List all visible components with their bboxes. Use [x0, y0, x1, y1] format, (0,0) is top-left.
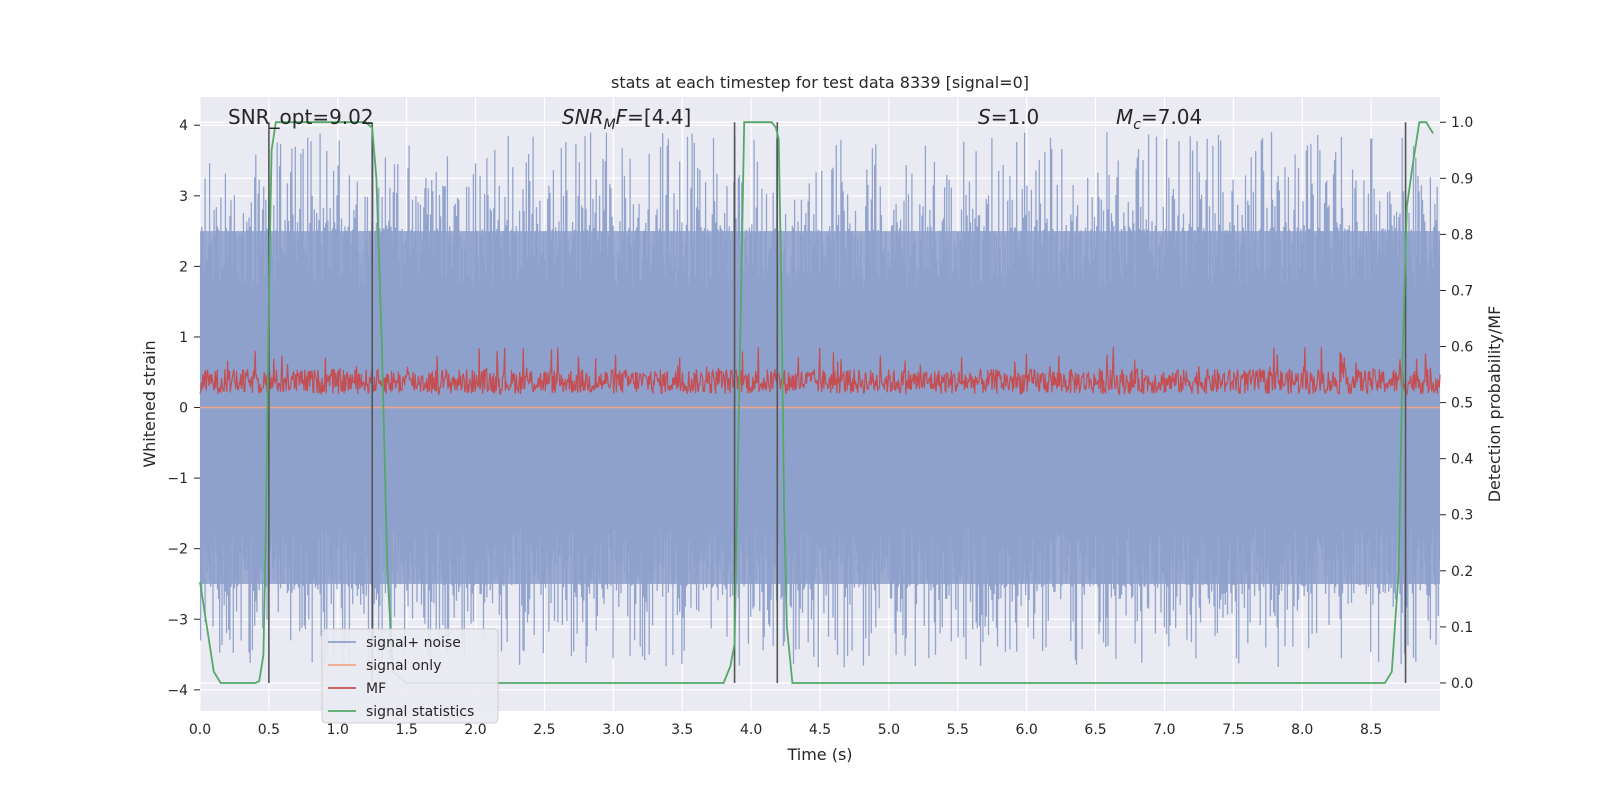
x-tick-label: 6.5	[1084, 722, 1106, 738]
y-right-tick-label: 0.7	[1451, 283, 1473, 299]
chart-title: stats at each timestep for test data 833…	[611, 73, 1029, 92]
annotations: SNR_opt=9.02 SNRMF=[4.4] S=1.0 Mc=7.04	[228, 105, 1202, 133]
legend-label: signal statistics	[366, 704, 474, 720]
annotation-s: S=1.0	[978, 105, 1039, 129]
x-ticks: 0.0 0.5 1.0 1.5 2.0 2.5 3.0 3.5 4.0 4.5 5.0 5.5 6.0 6…	[189, 722, 1382, 738]
y-right-tick-label: 0.4	[1451, 452, 1473, 468]
x-tick-label: 8.5	[1360, 722, 1382, 738]
y-tick-label: 3	[179, 189, 188, 205]
y-right-tick-label: 0.6	[1451, 340, 1473, 356]
x-tick-label: 8.0	[1291, 722, 1313, 738]
y-ticks-left: 4 3 2 1 0 −1 −2 −3 −4	[167, 118, 200, 699]
legend-label: MF	[366, 681, 386, 697]
y-tick-label: −2	[167, 542, 188, 558]
legend-box	[321, 628, 499, 724]
y-tick-label: −3	[167, 612, 188, 628]
legend-label: signal+ noise	[366, 635, 461, 651]
annotation-mc: Mc=7.04	[1116, 105, 1202, 133]
y-right-tick-label: 0.2	[1451, 564, 1473, 580]
x-tick-label: 5.0	[878, 722, 900, 738]
y-axis-label: Whitened strain	[140, 340, 159, 467]
y-tick-label: 1	[179, 330, 188, 346]
y-right-tick-label: 0.9	[1451, 171, 1473, 187]
x-tick-label: 6.0	[1016, 722, 1038, 738]
y-axis-label-right: Detection probability/MF	[1485, 306, 1504, 503]
y-tick-label: −4	[167, 683, 188, 699]
y-tick-label: 2	[179, 259, 188, 275]
y-ticks-right: 1.0 0.9 0.8 0.7 0.6 0.5 0.4 0.3 0.2 0.1 0.0	[1440, 115, 1473, 692]
x-tick-label: 7.0	[1153, 722, 1175, 738]
series-signal-statistics	[199, 121, 1434, 684]
x-tick-label: 7.5	[1222, 722, 1244, 738]
x-tick-label: 0.5	[258, 722, 280, 738]
x-tick-label: 5.5	[947, 722, 969, 738]
y-right-tick-label: 0.8	[1451, 227, 1473, 243]
legend: signal+ noise signal only MF signal statist…	[321, 628, 499, 724]
x-tick-label: 4.0	[740, 722, 762, 738]
x-tick-label: 2.5	[533, 722, 555, 738]
legend-label: signal only	[366, 658, 441, 674]
y-tick-label: −1	[167, 471, 188, 487]
x-tick-label: 0.0	[189, 722, 211, 738]
x-tick-label: 3.0	[602, 722, 624, 738]
annotation-snr-opt: SNR_opt=9.02	[228, 105, 374, 129]
x-tick-label: 3.5	[671, 722, 693, 738]
y-right-tick-label: 0.0	[1451, 676, 1473, 692]
x-axis-label: Time (s)	[786, 745, 852, 764]
y-right-tick-label: 0.5	[1451, 396, 1473, 412]
y-right-tick-label: 0.1	[1451, 620, 1473, 636]
y-tick-label: 4	[179, 118, 188, 134]
series-layer	[199, 121, 1441, 684]
y-tick-label: 0	[179, 401, 188, 417]
x-tick-label: 1.0	[327, 722, 349, 738]
series-mf	[199, 346, 1441, 396]
y-right-tick-label: 0.3	[1451, 508, 1473, 524]
x-tick-label: 2.0	[464, 722, 486, 738]
annotation-snr-mf: SNRMF=[4.4]	[562, 105, 691, 133]
x-tick-label: 4.5	[809, 722, 831, 738]
y-right-tick-label: 1.0	[1451, 115, 1473, 131]
x-tick-label: 1.5	[396, 722, 418, 738]
